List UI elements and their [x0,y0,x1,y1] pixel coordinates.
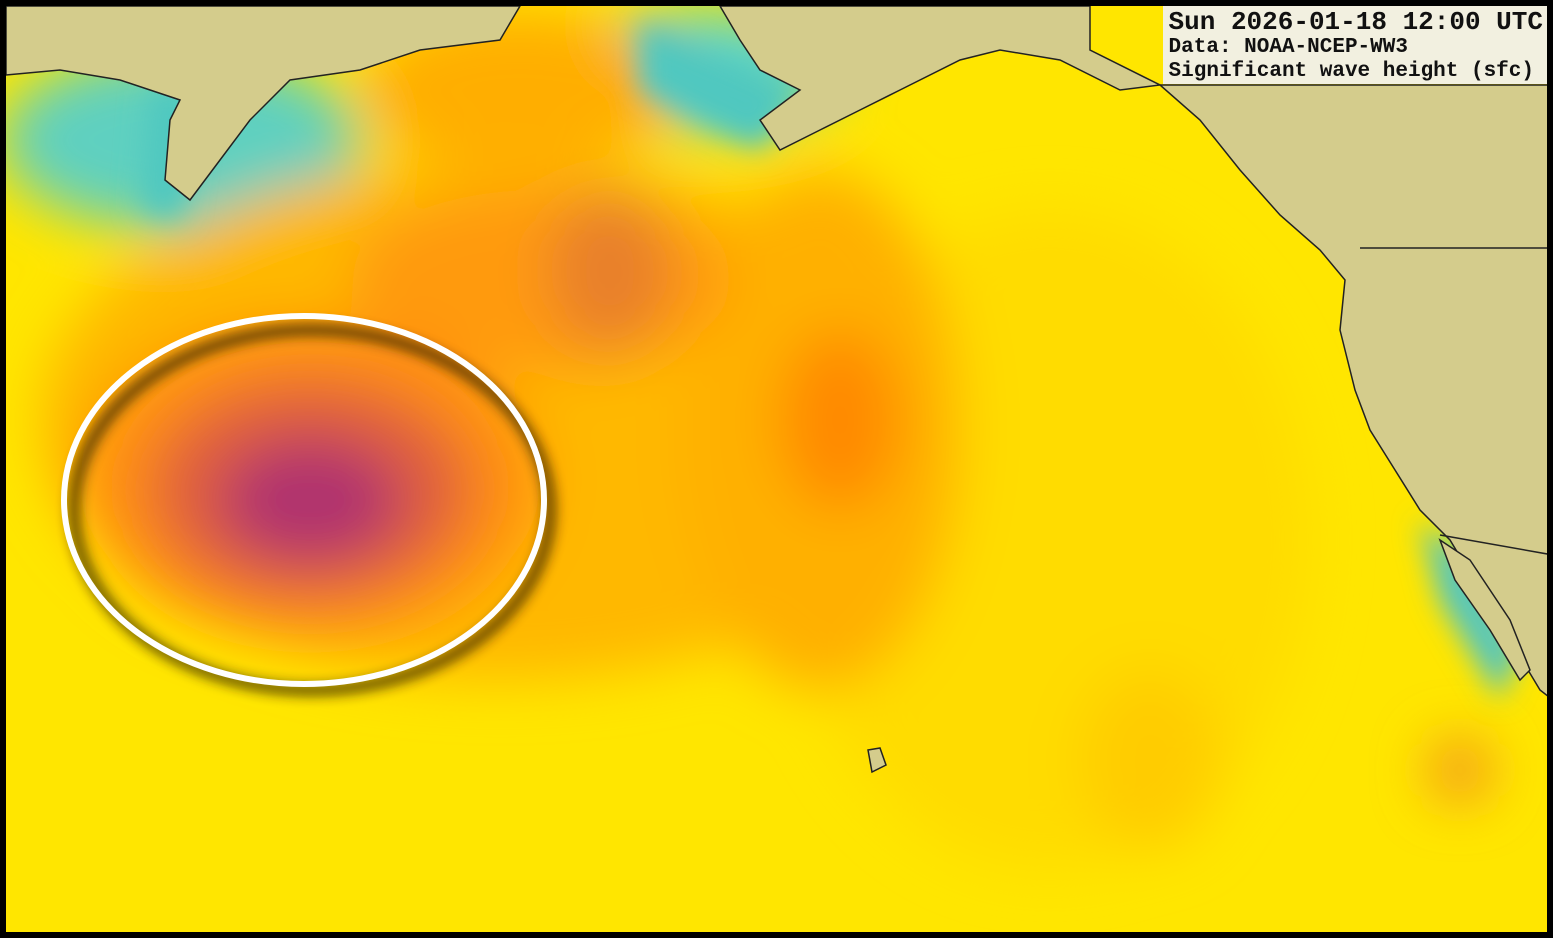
highlight-shadow [68,324,556,696]
map-area [6,6,1547,932]
data-source: Data: NOAA-NCEP-WW3 [1168,36,1408,59]
map-label: Sun 2026-01-18 12:00 UTC Data: NOAA-NCEP… [1162,6,1547,84]
field-name: Significant wave height (sfc) [1168,60,1534,83]
valid-time: Sun 2026-01-18 12:00 UTC [1168,7,1543,37]
highlight-ellipse [61,313,547,687]
wave-field [6,10,1490,870]
land [6,6,1547,774]
borders [1360,247,1547,555]
